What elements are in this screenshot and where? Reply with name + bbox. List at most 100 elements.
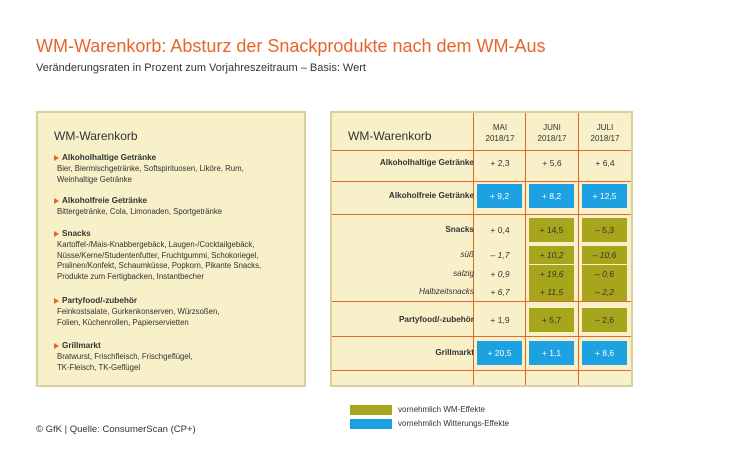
category-items: Nüsse/Kerne/Studentenfutter, Fruchtgummi… [57,250,259,260]
data-value: + 2,3 [490,158,510,168]
column-header: MAI 2018/17 [475,122,525,144]
data-cell-olive: + 14,5 [529,218,574,242]
data-value: – 10,6 [592,250,617,260]
row-label: Partyfood/-zubehör [398,315,474,324]
bullet-triangle-icon [54,154,59,161]
data-cell-olive: + 11,5 [529,283,574,301]
data-value: + 12,5 [592,191,617,201]
bullet-triangle-icon [54,197,59,204]
data-value: + 0,9 [490,269,510,279]
legend-label: vornehmlich WM-Effekte [398,405,485,414]
category-items: TK-Fleisch, TK-Geflügel [57,362,141,372]
category-items: Pralinen/Konfekt, Schaumküsse, Popkorn, … [57,261,262,270]
data-value: + 11,5 [539,287,564,297]
category-name: Grillmarkt [62,341,101,350]
data-cell-olive: – 2,6 [582,308,627,332]
data-cell-blue: + 8,6 [582,341,627,365]
legend-swatch [350,419,392,429]
category-alkoholhaltige-getraenke: Alkoholhaltige Getränke Bier, Biermischg… [54,153,300,185]
data-cell-olive: – 2,2 [582,283,627,301]
column-header-month: JULI [596,123,614,132]
legend-swatch [350,405,392,415]
data-value: + 8,2 [541,191,562,201]
data-value: – 0,6 [595,269,614,279]
data-value: + 1,1 [541,348,562,358]
bullet-triangle-icon [54,297,59,304]
data-cell-olive: + 5,7 [529,308,574,332]
legend-label: vornehmlich Witterungs-Effekte [398,419,510,428]
column-header-period: 2018/17 [537,134,567,143]
table-row-divider [332,150,631,151]
column-header: JUNI 2018/17 [527,122,577,144]
category-name: Snacks [62,229,91,238]
category-partyfood: Partyfood/-zubehör Feinkostsalate, Gurke… [54,296,300,328]
category-items: Folien, Küchenrollen, Papierservietten [57,317,189,327]
column-header-month: MAI [492,123,508,132]
data-value: – 2,6 [595,315,614,325]
bullet-triangle-icon [54,230,59,237]
column-header-month: JUNI [543,123,561,132]
table-row-divider [332,336,631,337]
table-row-divider [332,301,631,302]
data-value: + 5,7 [541,315,562,325]
data-value: + 20,5 [487,348,512,358]
data-value: + 8,6 [594,348,615,358]
data-cell-olive: + 10,2 [529,246,574,264]
data-value: – 1,7 [490,250,510,260]
row-label: Alkoholfreie Getränke [388,191,474,200]
category-name: Partyfood/-zubehör [62,296,138,305]
row-label: Halbzeitsnacks [418,287,474,296]
category-items: Feinkostsalate, Gurkenkonserven, Würzsoß… [57,307,220,316]
column-header-period: 2018/17 [485,134,515,143]
left-panel-title: WM-Warenkorb [54,129,138,143]
row-label: süß [460,250,474,259]
category-items: Produkte zum Fertigbacken, Instantbecher [57,271,204,281]
category-name: Alkoholhaltige Getränke [62,153,157,162]
category-grillmarkt: Grillmarkt Bratwurst, Frischfleisch, Fri… [54,341,300,373]
table-row-divider [332,370,631,371]
category-items: Bittergetränke, Cola, Limonaden, Sportge… [57,207,223,216]
data-cell-olive: – 0,6 [582,265,627,283]
category-name: Alkoholfreie Getränke [62,196,148,205]
table-title: WM-Warenkorb [348,129,432,143]
row-label: salzig [453,269,474,278]
data-cell-olive: – 5,3 [582,218,627,242]
row-label: Snacks [445,225,474,234]
data-cell-blue: + 1,1 [529,341,574,365]
table-column-divider [525,113,526,385]
data-value: + 0,4 [490,225,510,235]
data-value: + 19,6 [539,269,564,279]
data-cell-blue: + 8,2 [529,184,574,208]
page-subtitle: Veränderungsraten in Prozent zum Vorjahr… [36,62,366,74]
table-row-divider [332,181,631,182]
table-column-divider [473,113,474,385]
data-value: – 5,3 [595,225,614,235]
data-value: + 6,4 [595,158,615,168]
data-cell-blue: + 20,5 [477,341,522,365]
table-row-divider [332,214,631,215]
column-header-period: 2018/17 [590,134,620,143]
row-label: Grillmarkt [435,348,474,357]
source-note: © GfK | Quelle: ConsumerScan (CP+) [36,424,196,435]
category-items: Kartoffel-/Mais-Knabbergebäck, Laugen-/C… [57,240,255,249]
category-items: Bratwurst, Frischfleisch, Frischgeflügel… [57,352,193,361]
data-value: + 5,6 [542,158,562,168]
category-items: Bier, Biermischgetränke, Softspirituosen… [57,164,244,173]
category-snacks: Snacks Kartoffel-/Mais-Knabbergebäck, La… [54,229,300,282]
category-alkoholfreie-getraenke: Alkoholfreie Getränke Bittergetränke, Co… [54,196,300,218]
data-value: + 14,5 [539,225,564,235]
data-cell-blue: + 12,5 [582,184,627,208]
data-value: + 10,2 [539,250,564,260]
column-header: JULI 2018/17 [580,122,630,144]
data-cell-blue: + 9,2 [477,184,522,208]
data-value: – 2,2 [595,287,614,297]
row-label: Alkoholhaltige Getränke [379,158,474,167]
bullet-triangle-icon [54,342,59,349]
data-cell-olive: – 10,6 [582,246,627,264]
page-title: WM-Warenkorb: Absturz der Snackprodukte … [36,36,546,56]
change-rate-table: WM-Warenkorb MAI 2018/17 JUNI 2018/17 JULI 20… [330,111,633,387]
data-cell-olive: + 19,6 [529,265,574,283]
category-items: Weinhaltige Getränke [57,174,132,184]
data-value: + 6,7 [490,287,510,297]
warenkorb-definition-panel: WM-Warenkorb Alkoholhaltige Getränke Bie… [36,111,306,387]
